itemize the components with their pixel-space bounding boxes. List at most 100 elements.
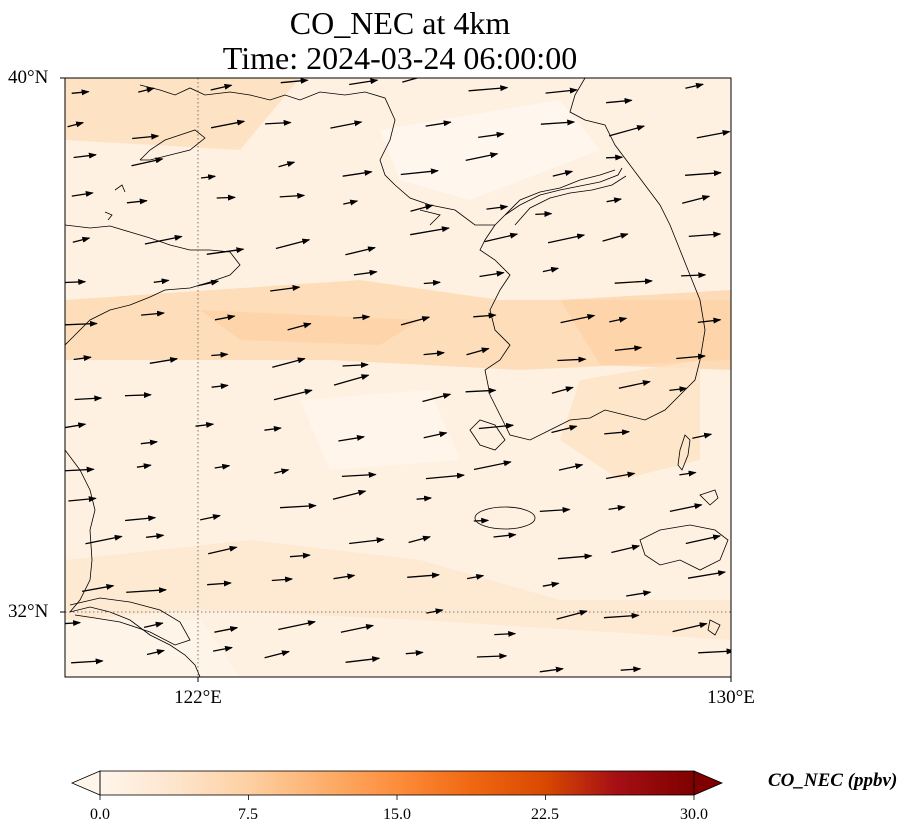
- wind-arrow: [606, 97, 633, 104]
- wind-arrow: [200, 514, 221, 521]
- wind-arrow: [141, 310, 165, 317]
- wind-arrow: [465, 387, 497, 394]
- wind-arrow: [333, 374, 370, 386]
- wind-arrow: [278, 620, 316, 631]
- wind-arrow: [216, 194, 236, 201]
- wind-arrow: [426, 608, 444, 615]
- wind-arrow: [144, 234, 183, 245]
- wind-arrow: [410, 226, 450, 236]
- wind-arrow: [614, 345, 643, 352]
- wind-arrow: [494, 630, 517, 637]
- wind-arrow: [341, 471, 377, 478]
- wind-arrow: [349, 78, 379, 86]
- wind-arrow: [676, 353, 706, 360]
- wind-arrow: [200, 174, 217, 181]
- wind-arrow: [540, 119, 576, 126]
- wind-arrow: [353, 314, 371, 321]
- wind-arrow: [606, 154, 624, 161]
- wind-arrow: [214, 314, 236, 321]
- wind-arrow: [681, 272, 707, 279]
- wind-arrow: [473, 312, 497, 319]
- wind-arrow: [210, 119, 246, 129]
- wind-arrow: [272, 357, 306, 368]
- wind-arrow: [400, 168, 439, 176]
- wind-arrow: [271, 576, 294, 583]
- axis-ticks: [60, 77, 732, 682]
- wind-arrow: [423, 279, 441, 286]
- colorbar-extend-min: [70, 770, 101, 796]
- wind-arrow: [408, 535, 431, 544]
- colorbar-tick-2: 15.0: [383, 806, 411, 823]
- wind-arrow: [466, 347, 490, 356]
- wind-arrow: [333, 573, 356, 580]
- wind-arrow: [280, 78, 309, 84]
- wind-arrow: [345, 656, 381, 663]
- wind-arrow: [539, 506, 571, 513]
- wind-arrow: [602, 233, 629, 242]
- wind-arrow: [349, 537, 385, 545]
- wind-arrow: [289, 552, 311, 559]
- wind-arrow: [85, 534, 123, 545]
- wind-arrow: [626, 590, 652, 597]
- wind-arrow: [274, 468, 290, 475]
- wind-arrow: [697, 317, 722, 324]
- wind-arrow: [484, 232, 519, 243]
- wind-arrow: [338, 434, 365, 442]
- wind-arrow: [476, 653, 508, 660]
- wind-arrow: [542, 581, 560, 588]
- wind-arrow: [609, 316, 628, 323]
- wind-arrow: [125, 515, 157, 522]
- wind-arrow: [65, 620, 82, 627]
- wind-arrow: [405, 649, 424, 656]
- wind-arrow: [669, 386, 688, 393]
- wind-arrow: [552, 170, 574, 177]
- wind-arrow: [535, 210, 553, 217]
- wind-arrow: [211, 351, 229, 358]
- wind-arrow: [208, 545, 238, 555]
- wind-arrow: [71, 658, 104, 665]
- wind-arrow: [605, 471, 636, 480]
- wind-arrow: [332, 489, 367, 500]
- wind-arrow: [71, 89, 90, 96]
- wind-arrow: [407, 572, 440, 579]
- wind-arrow: [542, 266, 560, 273]
- wind-arrow: [608, 125, 646, 137]
- wind-arrow: [72, 236, 91, 243]
- wind-arrow: [547, 233, 586, 244]
- wind-arrow: [210, 83, 233, 91]
- wind-arrow: [468, 85, 509, 92]
- wind-arrow: [473, 517, 490, 524]
- colorbar: [70, 770, 724, 800]
- wind-arrow: [416, 495, 433, 502]
- wind-arrow: [353, 269, 378, 276]
- wind-arrow: [696, 129, 731, 139]
- wind-arrow: [146, 533, 165, 540]
- wind-arrow: [126, 198, 148, 205]
- wind-arrow: [614, 278, 653, 285]
- gridlines: [65, 78, 731, 677]
- wind-arrow: [264, 650, 290, 659]
- wind-arrow: [685, 534, 722, 545]
- wind-arrow: [126, 587, 167, 594]
- wind-arrow: [551, 424, 578, 434]
- wind-arrow: [131, 157, 164, 167]
- wind-arrow: [132, 133, 160, 140]
- wind-arrow: [486, 204, 509, 211]
- concentration-field: [65, 78, 731, 677]
- wind-arrow: [557, 553, 593, 560]
- wind-arrow: [423, 350, 445, 357]
- wind-arrow: [410, 204, 434, 212]
- wind-arrow: [687, 570, 727, 579]
- wind-arrow: [604, 429, 630, 436]
- wind-arrow: [682, 195, 711, 204]
- wind-arrow: [195, 421, 215, 428]
- wind-arrow: [211, 383, 229, 390]
- wind-arrow: [400, 316, 431, 326]
- lon-label-130e: 130°E: [707, 687, 755, 708]
- wind-arrow: [493, 532, 517, 539]
- wind-arrow: [422, 393, 452, 403]
- wind-arrow: [545, 87, 578, 94]
- wind-arrow: [603, 612, 640, 619]
- wind-arrow: [330, 120, 363, 129]
